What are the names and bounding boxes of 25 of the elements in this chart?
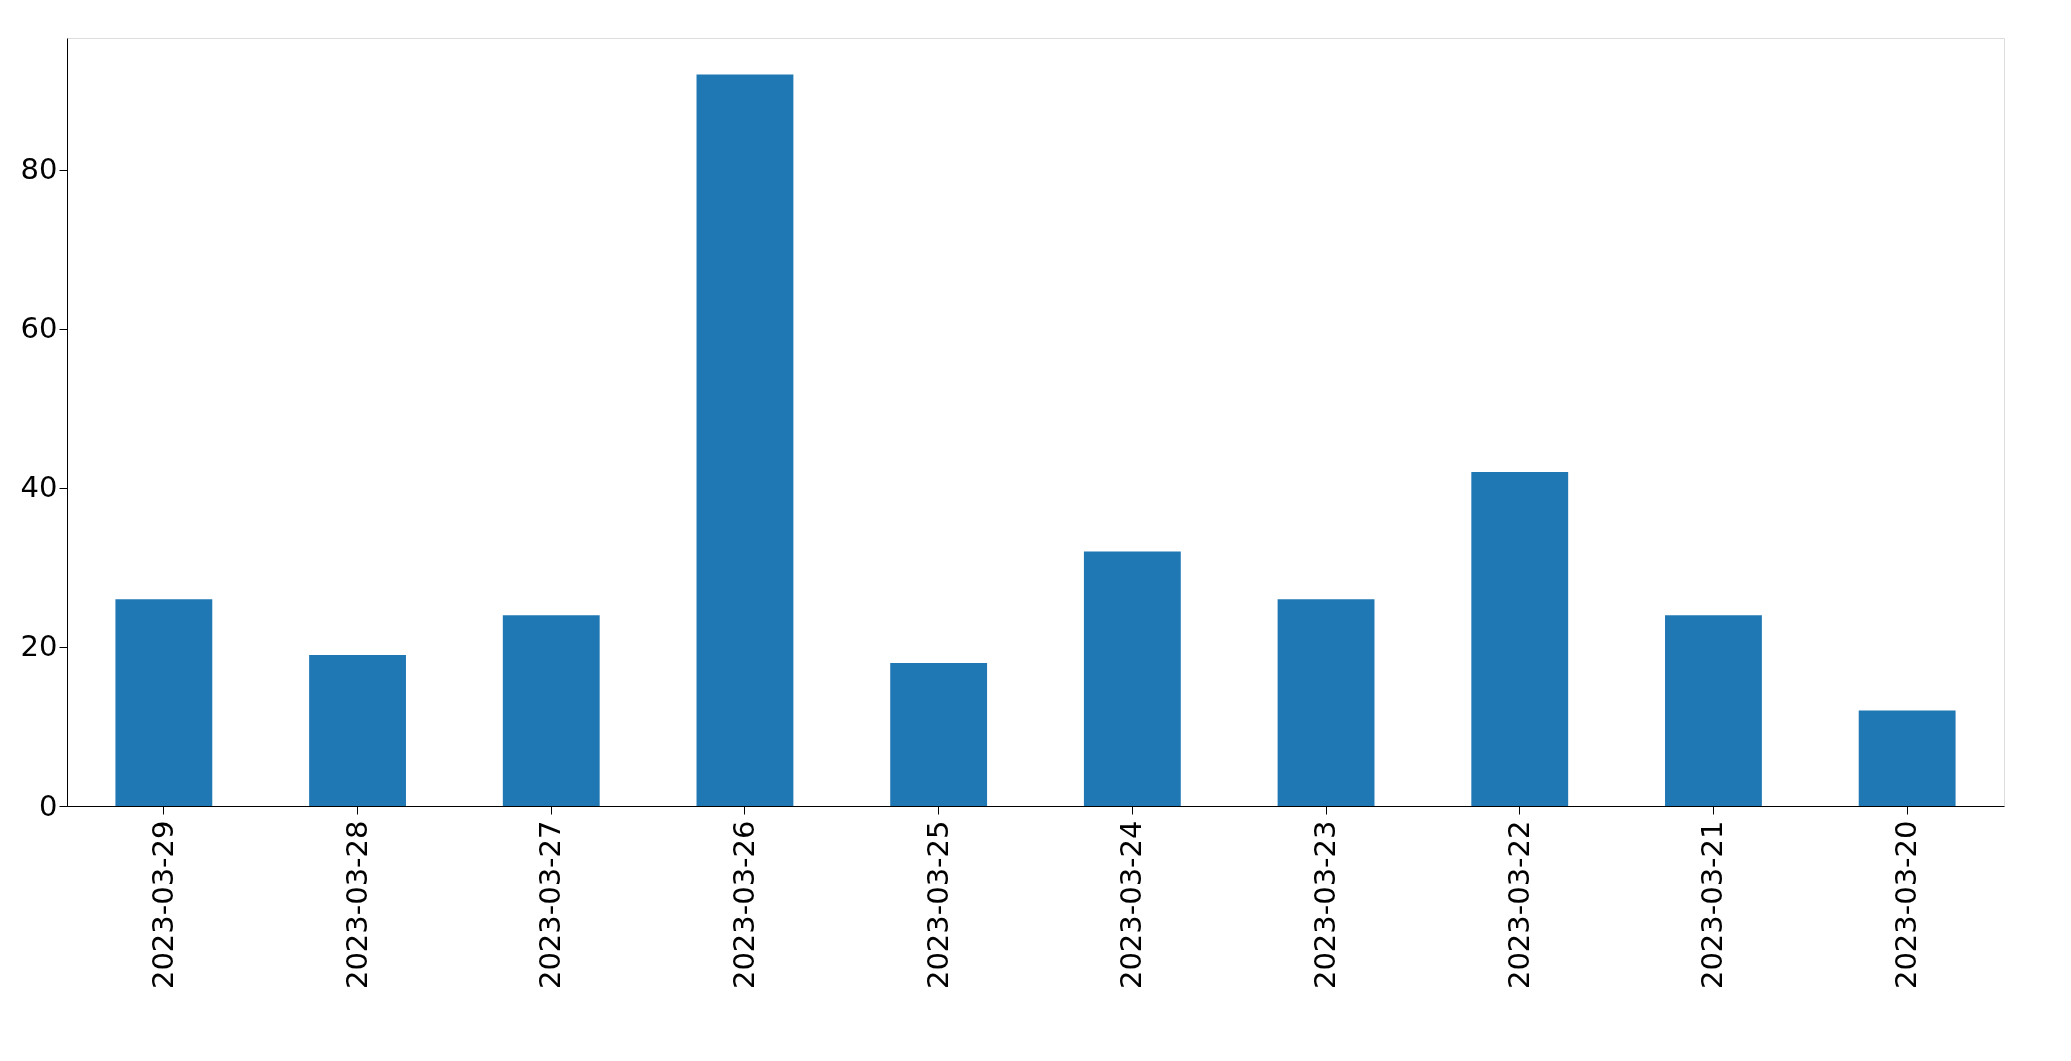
x-tick-label: 2023-03-20 (1889, 820, 1924, 990)
bar (1471, 472, 1569, 806)
x-tick-label: 2023-03-29 (145, 820, 180, 990)
y-tick-label: 0 (39, 788, 58, 823)
x-tick-label: 2023-03-28 (339, 820, 374, 990)
bar (502, 615, 600, 806)
y-tick-label: 60 (20, 311, 58, 346)
x-tick-label: 2023-03-27 (533, 820, 568, 990)
x-tick-label: 2023-03-22 (1501, 820, 1536, 990)
x-tick-label: 2023-03-26 (726, 820, 761, 990)
bar (1083, 551, 1181, 806)
x-tick-label: 2023-03-21 (1695, 820, 1730, 990)
y-tick-label: 20 (20, 629, 58, 664)
bar (890, 662, 988, 806)
x-tick-label: 2023-03-24 (1114, 820, 1149, 990)
bar (309, 654, 406, 806)
y-tick-label: 40 (20, 470, 58, 505)
bar (696, 74, 794, 806)
bar (115, 599, 213, 806)
bar (1665, 615, 1762, 806)
bar (1858, 710, 1956, 806)
bar (1277, 599, 1375, 806)
x-tick-label: 2023-03-25 (920, 820, 955, 990)
y-tick-label: 80 (20, 152, 58, 187)
x-tick-label: 2023-03-23 (1308, 820, 1343, 990)
